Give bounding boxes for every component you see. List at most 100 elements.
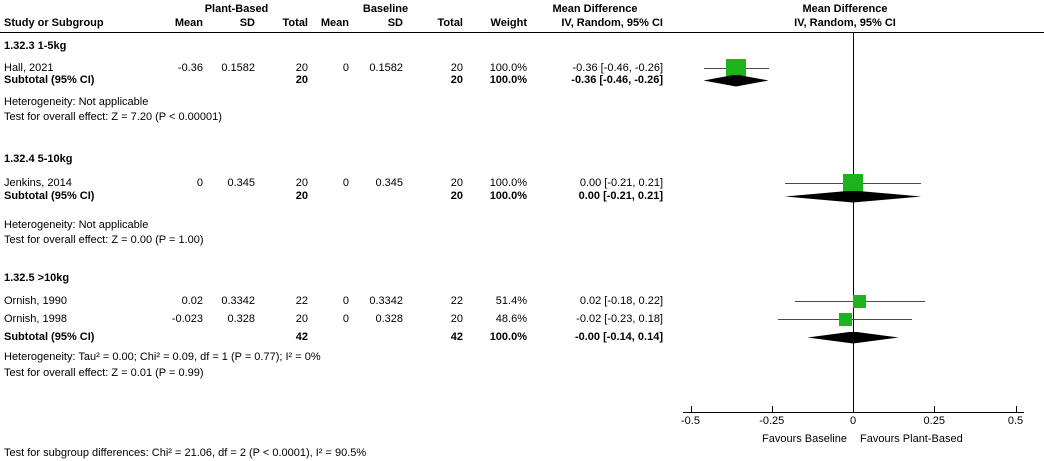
- study-row-jenkins-2014: Jenkins, 2014 0 0.345 20 0 0.345 20 100.…: [0, 177, 670, 190]
- overall-effect-note-1: Test for overall effect: Z = 7.20 (P < 0…: [4, 111, 222, 123]
- total-plant: 20: [295, 62, 308, 74]
- col-total-baseline: Total: [437, 17, 463, 29]
- heterogeneity-note-3: Heterogeneity: Tau² = 0.00; Chi² = 0.09,…: [4, 351, 321, 363]
- mean-baseline: 0: [342, 295, 349, 307]
- col-iv-random-ci: IV, Random, 95% CI: [561, 17, 663, 29]
- weight: 100.0%: [489, 62, 527, 74]
- subtotal-row-2: Subtotal (95% CI) 20 20 100.0% 0.00 [-0.…: [0, 190, 670, 203]
- total-baseline: 20: [450, 74, 463, 86]
- mean-baseline: 0: [342, 177, 349, 189]
- mean-plant: 0: [196, 177, 203, 189]
- col-sd-plant: SD: [239, 17, 255, 29]
- col-total-plant: Total: [282, 17, 308, 29]
- axis-tick-label: 0.5: [1007, 415, 1024, 427]
- sd-baseline: 0.345: [375, 177, 403, 189]
- study-name: Jenkins, 2014: [4, 177, 72, 189]
- weight: 100.0%: [489, 74, 527, 86]
- study-name: Ornish, 1998: [4, 313, 67, 325]
- study-name: Hall, 2021: [4, 62, 54, 74]
- axis-tick-label: -0.5: [681, 415, 700, 427]
- col-weight: Weight: [490, 17, 527, 29]
- axis-tick: [690, 406, 692, 412]
- total-baseline: 20: [450, 190, 463, 202]
- header-rule: [0, 32, 1044, 33]
- effect-square: [853, 295, 866, 308]
- weight: 100.0%: [489, 331, 527, 343]
- mean-plant: 0.02: [181, 295, 203, 307]
- mean-plant: -0.023: [171, 313, 203, 325]
- subtotal-row-3: Subtotal (95% CI) 42 42 100.0% -0.00 [-0…: [0, 331, 670, 344]
- sd-plant: 0.328: [227, 313, 255, 325]
- subtotal-label: Subtotal (95% CI): [4, 331, 95, 343]
- col-sd-baseline: SD: [387, 17, 403, 29]
- favours-plant-based-label: Favours Plant-Based: [860, 433, 963, 445]
- column-header-row: Study or Subgroup Mean SD Total Mean SD …: [0, 17, 670, 30]
- total-plant: 42: [295, 331, 308, 343]
- sd-plant: 0.345: [227, 177, 255, 189]
- study-name: Ornish, 1990: [4, 295, 67, 307]
- pooled-diamond: [703, 74, 769, 87]
- total-baseline: 20: [450, 313, 463, 325]
- pooled-diamond: [807, 331, 899, 344]
- ci-text: -0.02 [-0.23, 0.18]: [576, 313, 663, 325]
- sd-plant: 0.1582: [221, 62, 255, 74]
- subgroup-differences-note: Test for subgroup differences: Chi² = 21…: [4, 447, 367, 459]
- mean-plant: -0.36: [177, 62, 203, 74]
- favours-baseline-label: Favours Baseline: [762, 433, 847, 445]
- ci-text: -0.00 [-0.14, 0.14]: [574, 331, 663, 343]
- group-header-baseline: Baseline: [362, 3, 409, 15]
- group-header-plant-based: Plant-Based: [204, 3, 269, 15]
- axis-tick-label: 0.25: [923, 415, 945, 427]
- weight: 48.6%: [495, 313, 527, 325]
- subgroup-label-1-5kg: 1.32.3 1-5kg: [4, 40, 67, 52]
- study-row-ornish-1990: Ornish, 1990 0.02 0.3342 22 0 0.3342 22 …: [0, 295, 670, 308]
- weight: 100.0%: [489, 190, 527, 202]
- overall-effect-note-2: Test for overall effect: Z = 0.00 (P = 1…: [4, 234, 204, 246]
- effect-square: [843, 173, 863, 194]
- mean-difference-header-right: Mean Difference: [802, 3, 888, 15]
- sd-baseline: 0.1582: [369, 62, 403, 74]
- sd-baseline: 0.328: [375, 313, 403, 325]
- ci-text: 0.00 [-0.21, 0.21]: [578, 190, 663, 202]
- total-plant: 20: [295, 74, 308, 86]
- weight: 51.4%: [495, 295, 527, 307]
- effect-square: [726, 58, 746, 79]
- subtotal-label: Subtotal (95% CI): [4, 74, 95, 86]
- sd-baseline: 0.3342: [369, 295, 403, 307]
- col-iv-random-ci-right: IV, Random, 95% CI: [794, 17, 896, 29]
- effect-square: [839, 313, 853, 326]
- col-study-or-subgroup: Study or Subgroup: [4, 17, 104, 29]
- ci-text: 0.00 [-0.21, 0.21]: [579, 177, 663, 189]
- axis-tick: [771, 406, 773, 412]
- study-row-hall-2021: Hall, 2021 -0.36 0.1582 20 0 0.1582 20 1…: [0, 62, 670, 75]
- pooled-diamond: [784, 190, 922, 203]
- total-plant: 20: [295, 313, 308, 325]
- total-plant: 20: [295, 177, 308, 189]
- subgroup-label-5-10kg: 1.32.4 5-10kg: [4, 153, 73, 165]
- total-plant: 20: [295, 190, 308, 202]
- ci-text: -0.36 [-0.46, -0.26]: [572, 62, 664, 74]
- overall-effect-note-3: Test for overall effect: Z = 0.01 (P = 0…: [4, 367, 204, 379]
- col-mean-baseline: Mean: [320, 17, 349, 29]
- mean-baseline: 0: [342, 62, 349, 74]
- total-plant: 22: [295, 295, 308, 307]
- weight: 100.0%: [489, 177, 527, 189]
- total-baseline: 20: [450, 62, 463, 74]
- subgroup-label-gt10kg: 1.32.5 >10kg: [4, 272, 70, 284]
- mean-baseline: 0: [342, 313, 349, 325]
- sd-plant: 0.3342: [221, 295, 255, 307]
- ci-text: 0.02 [-0.18, 0.22]: [579, 295, 663, 307]
- col-mean-plant: Mean: [174, 17, 203, 29]
- total-baseline: 42: [450, 331, 463, 343]
- axis-tick: [934, 406, 936, 412]
- subtotal-label: Subtotal (95% CI): [4, 190, 95, 202]
- zero-line: [853, 33, 854, 412]
- axis-tick: [1015, 406, 1017, 412]
- total-baseline: 20: [450, 177, 463, 189]
- total-baseline: 22: [450, 295, 463, 307]
- mean-difference-header-left: Mean Difference: [552, 3, 638, 15]
- axis-tick-label: 0: [849, 415, 857, 427]
- x-axis-line: [683, 412, 1024, 413]
